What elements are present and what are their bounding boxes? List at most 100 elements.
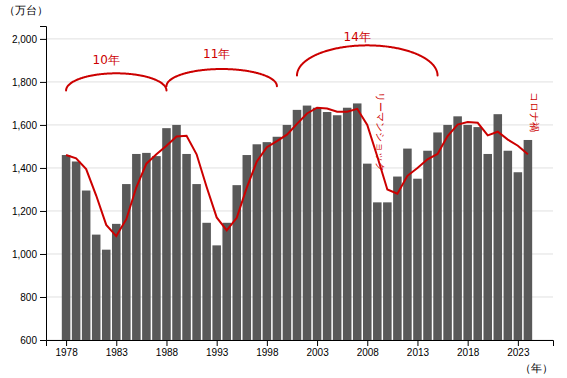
bar (293, 110, 302, 340)
y-tick-mark (40, 125, 46, 126)
x-tick-label: 2003 (306, 347, 329, 358)
bar (212, 245, 221, 340)
annotations: 10年11年14年リーマンショックコロナ禍 (93, 30, 541, 172)
x-tick-label: 2023 (507, 347, 530, 358)
x-tick-label: 1978 (55, 347, 78, 358)
y-tick-label: 2,000 (12, 34, 37, 45)
y-tick-mark (40, 297, 46, 298)
bar (92, 235, 101, 340)
bar (102, 250, 111, 340)
x-axis-line (47, 341, 554, 347)
bar (112, 224, 121, 340)
y-tick: 1,600 (12, 120, 46, 131)
x-tick-mark (217, 340, 218, 346)
y-axis: 6008001,0001,2001,4001,6001,8002,000 (12, 27, 47, 346)
y-tick-mark (40, 82, 46, 83)
y-tick: 1,200 (12, 206, 46, 217)
bar (363, 164, 372, 340)
bar (72, 161, 81, 340)
x-tick-label: 1993 (206, 347, 229, 358)
bar (473, 127, 482, 340)
bar (453, 116, 462, 340)
y-tick-label: 1,400 (12, 163, 37, 174)
bar (433, 132, 442, 340)
bar (514, 172, 523, 340)
x-tick-label: 1983 (106, 347, 129, 358)
bar (463, 125, 472, 340)
y-tick-label: 800 (20, 292, 37, 303)
bar (273, 137, 282, 340)
bar (62, 155, 71, 340)
x-tick: 1978 (55, 340, 78, 358)
bar (222, 223, 231, 340)
x-tick: 2013 (407, 340, 430, 358)
y-tick-mark (40, 211, 46, 212)
y-tick-label: 1,600 (12, 120, 37, 131)
bar (333, 115, 342, 340)
x-axis: 1978 1983 1988 1993 1998 2003 2008 2013 2018 2023 (47, 340, 554, 358)
x-tick-label: 1988 (156, 347, 179, 358)
span-arc (166, 69, 276, 86)
x-tick-mark (518, 340, 519, 346)
y-axis-line (40, 27, 47, 341)
event-label: リーマンショック (375, 92, 386, 172)
bar (243, 155, 252, 340)
x-tick-label: 2013 (407, 347, 430, 358)
bar (202, 223, 211, 340)
y-tick: 2,000 (12, 34, 46, 45)
x-tick-mark (417, 340, 418, 346)
arc-label: 14年 (344, 30, 371, 44)
y-tick-mark (40, 254, 46, 255)
bar (283, 125, 292, 340)
plot: 1978 1983 1988 1993 1998 2003 2008 2013 2018 2023… (12, 27, 554, 378)
x-tick-mark (367, 340, 368, 346)
bars (62, 103, 532, 340)
y-tick: 1,800 (12, 77, 46, 88)
bar (373, 202, 382, 340)
y-tick-mark (40, 39, 46, 40)
bar (383, 202, 392, 340)
x-tick-label: 2008 (357, 347, 380, 358)
x-tick-mark (468, 340, 469, 346)
y-tick-mark (40, 168, 46, 169)
grid-line (46, 38, 553, 39)
marks (62, 45, 532, 340)
y-tick-mark (40, 340, 46, 341)
x-tick: 2018 (457, 340, 480, 358)
y-tick: 1,400 (12, 163, 46, 174)
x-tick: 2008 (357, 340, 380, 358)
bar (142, 153, 151, 340)
bar (494, 114, 503, 340)
bar (413, 179, 422, 340)
y-tick: 1,000 (12, 249, 46, 260)
grid-line (46, 81, 553, 82)
x-axis-title: （年） (520, 362, 553, 375)
bar (443, 125, 452, 340)
bar (393, 177, 402, 340)
x-tick-label: 1998 (256, 347, 279, 358)
arc-label: 11年 (203, 47, 230, 61)
span-arc (297, 45, 438, 75)
bar (504, 151, 513, 340)
span-arc (66, 73, 166, 90)
x-tick-mark (317, 340, 318, 346)
y-tick-label: 1,000 (12, 249, 37, 260)
bar (313, 108, 322, 340)
x-tick-mark (267, 340, 268, 346)
bar (353, 103, 362, 340)
chart: 1978 1983 1988 1993 1998 2003 2008 2013 2018 2023… (0, 0, 567, 378)
x-tick: 1998 (256, 340, 279, 358)
x-tick-label: 2018 (457, 347, 480, 358)
x-tick-mark (116, 340, 117, 346)
bar (303, 106, 312, 340)
x-tick-mark (66, 340, 67, 346)
x-tick: 2023 (507, 340, 530, 358)
x-tick: 1988 (156, 340, 179, 358)
bar (162, 128, 171, 340)
bar (483, 154, 492, 340)
bar (82, 191, 91, 340)
bar (524, 140, 533, 340)
y-tick-label: 1,800 (12, 77, 37, 88)
bar (182, 154, 191, 340)
moving-average-line (66, 108, 528, 236)
